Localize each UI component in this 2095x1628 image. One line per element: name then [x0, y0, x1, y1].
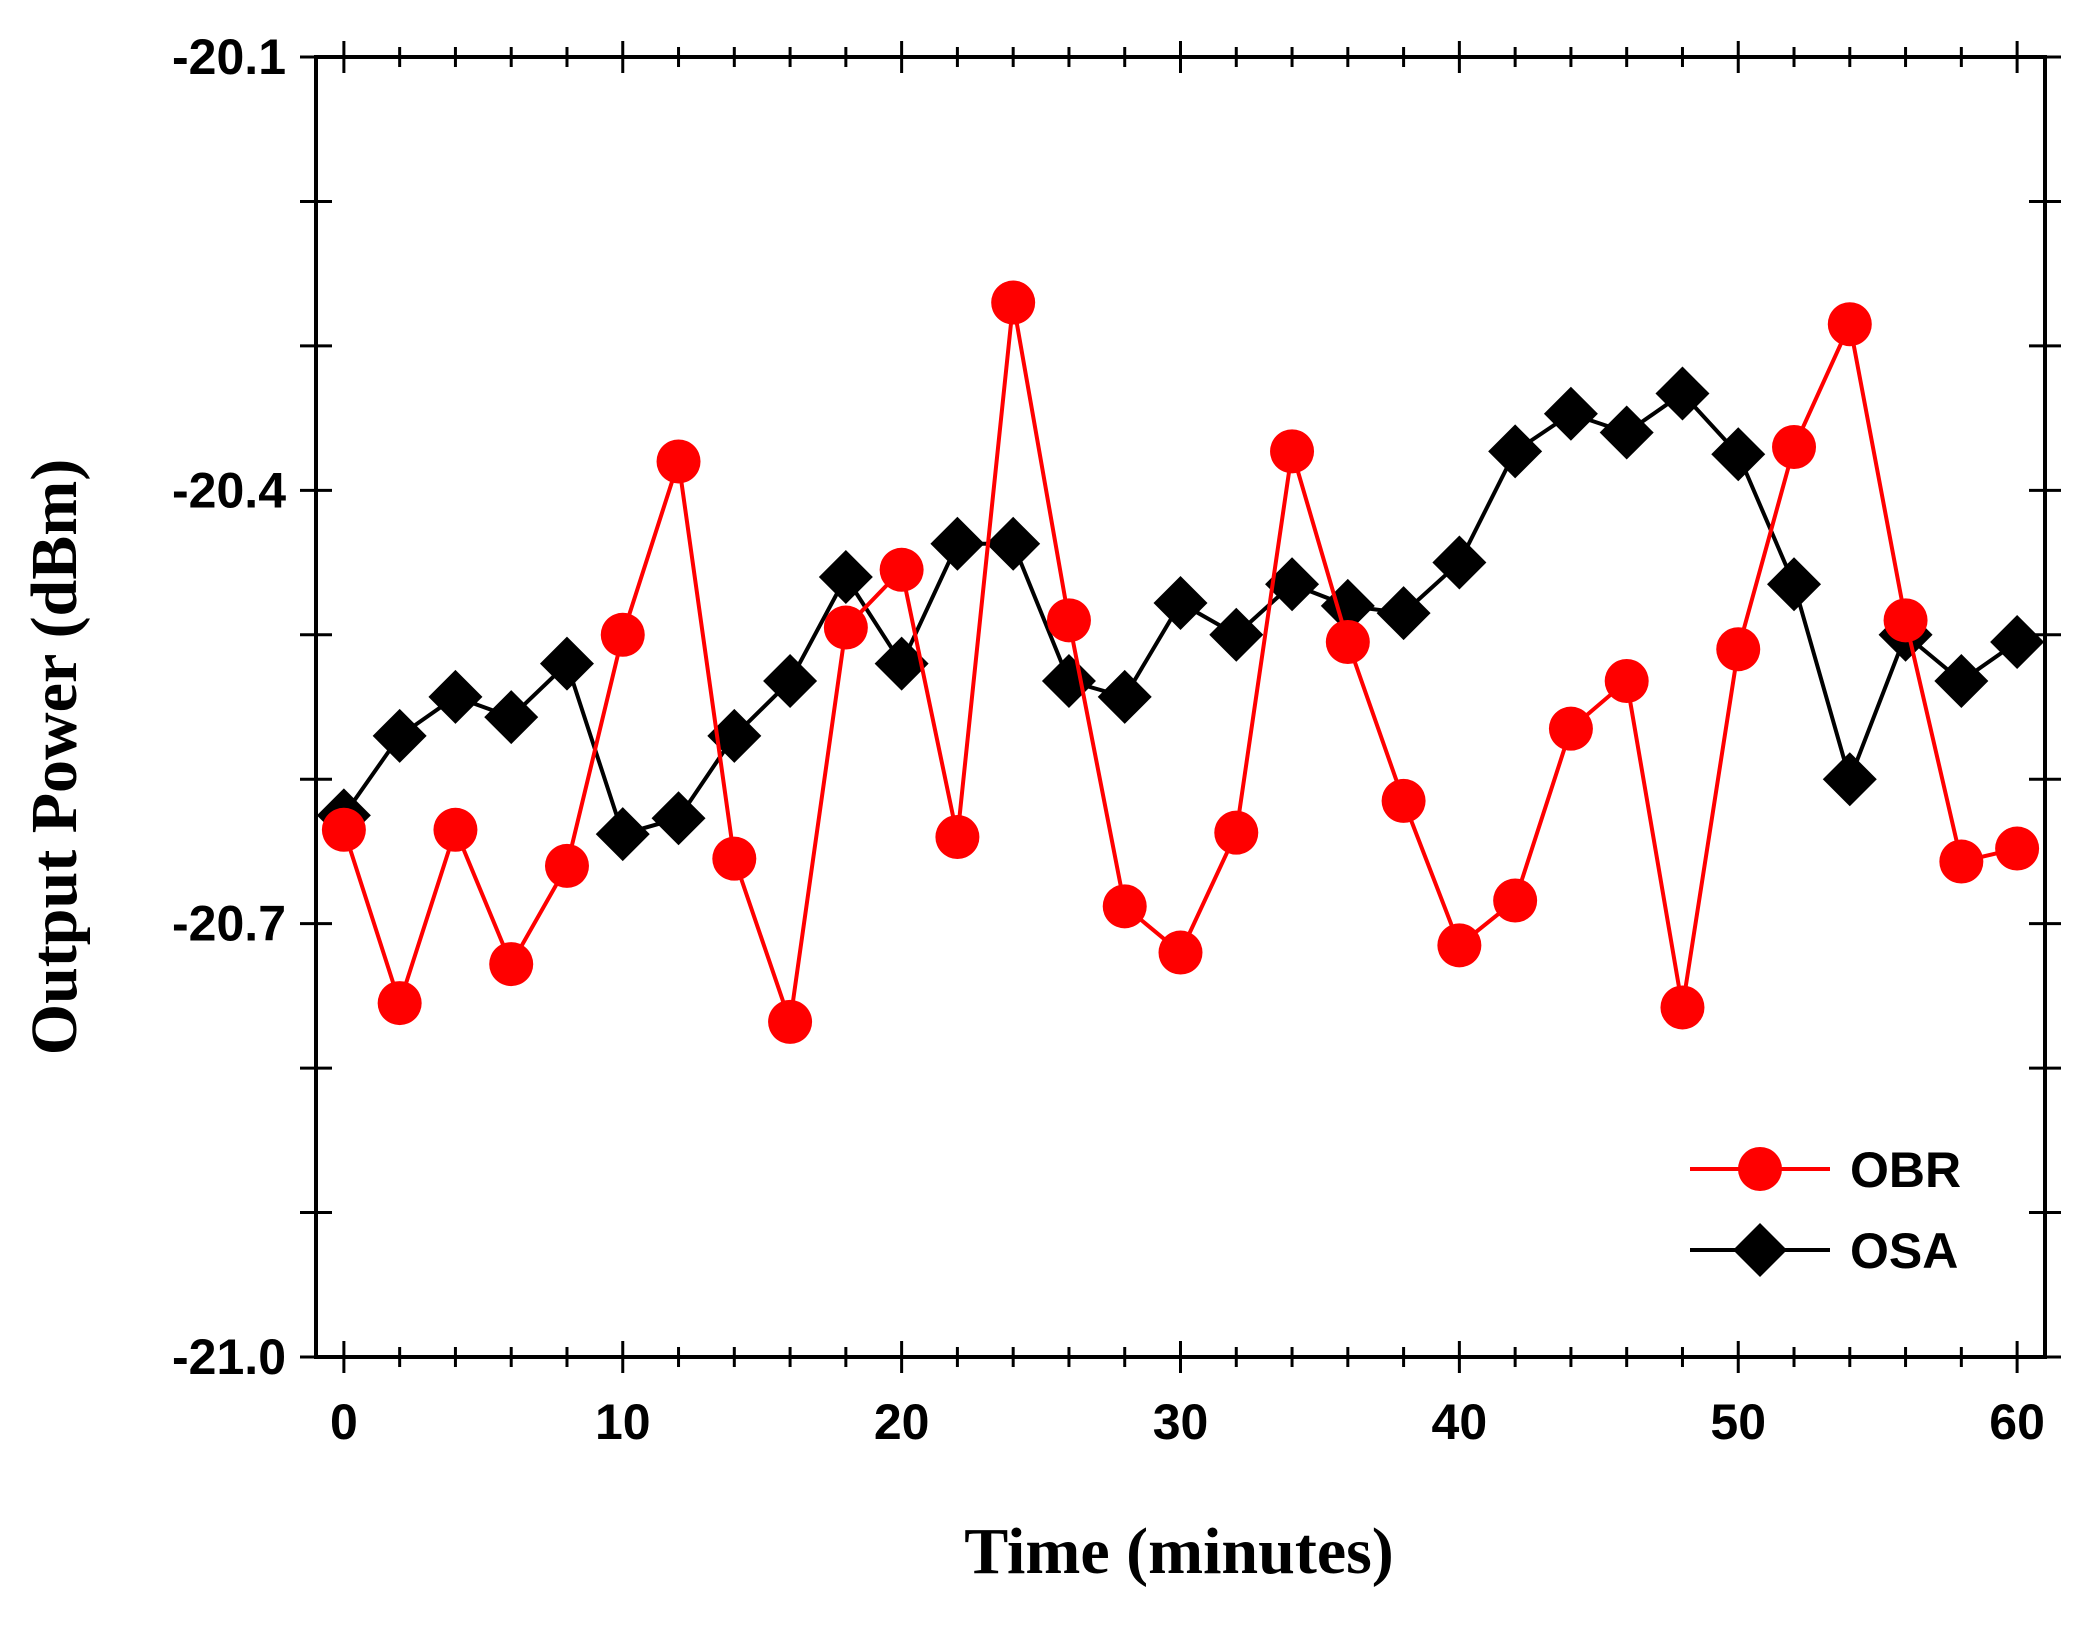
data-point-osa [428, 669, 483, 724]
data-point-osa [484, 690, 539, 745]
data-point-osa [1990, 615, 2045, 669]
legend-label-obr: OBR [1850, 1142, 1961, 1198]
data-point-obr [1046, 598, 1091, 643]
y-axis-title: Output Power (dBm) [18, 459, 91, 1055]
data-point-osa [651, 791, 706, 846]
tick-marks [300, 41, 2061, 1373]
axes [314, 55, 2047, 1359]
legend-marker-obr [1738, 1147, 1782, 1191]
data-point-obr [1939, 839, 1984, 884]
data-point-osa [1153, 576, 1208, 630]
data-point-osa [539, 636, 594, 691]
data-point-osa [986, 516, 1041, 571]
data-point-obr [1381, 778, 1426, 823]
data-point-osa [763, 654, 818, 708]
data-point-obr [489, 942, 534, 987]
y-tick-label: -21.0 [172, 1329, 286, 1385]
data-point-osa [930, 516, 985, 571]
data-point-obr [1716, 627, 1761, 672]
x-tick-label: 60 [1989, 1394, 2045, 1450]
data-point-osa [1041, 654, 1096, 708]
data-point-osa [595, 807, 650, 862]
legend-label-osa: OSA [1850, 1223, 1958, 1279]
y-tick-label: -20.4 [172, 462, 286, 518]
data-point-osa [372, 708, 427, 763]
data-point-obr [768, 999, 813, 1044]
data-point-obr [377, 981, 422, 1026]
legend-item-osa: OSA [1690, 1223, 1958, 1279]
data-point-obr [1270, 429, 1315, 474]
data-point-osa [1822, 752, 1877, 807]
data-point-osa [874, 636, 929, 691]
x-tick-label: 50 [1710, 1394, 1766, 1450]
series-obr [321, 280, 2040, 1044]
data-point-osa [1209, 607, 1264, 662]
data-point-obr [600, 612, 645, 657]
data-point-osa [1934, 654, 1989, 708]
data-point-obr [1995, 826, 2040, 871]
data-point-obr [1102, 884, 1147, 929]
data-point-obr [1325, 620, 1370, 664]
data-point-osa [1376, 586, 1431, 641]
x-tick-label: 10 [595, 1394, 651, 1450]
x-tick-label: 0 [330, 1394, 358, 1450]
data-point-osa [1265, 557, 1320, 612]
legend-item-obr: OBR [1690, 1142, 1961, 1198]
data-point-obr [1827, 302, 1872, 347]
data-point-obr [935, 815, 980, 859]
data-point-osa [1599, 405, 1654, 460]
x-tick-label: 20 [874, 1394, 930, 1450]
data-point-osa [1767, 557, 1822, 612]
legend: OBR OSA [1690, 1142, 1961, 1279]
data-point-obr [1437, 923, 1482, 968]
data-point-osa [1097, 669, 1152, 724]
y-tick-label: -20.1 [172, 29, 286, 85]
data-point-obr [1883, 598, 1928, 643]
data-point-obr [823, 605, 868, 650]
data-point-obr [879, 547, 924, 592]
data-point-obr [544, 843, 589, 888]
series-osa [316, 366, 2045, 862]
x-tick-label: 40 [1432, 1394, 1488, 1450]
data-point-osa [1432, 535, 1487, 590]
plot-frame [314, 55, 2047, 1359]
x-axis-title: Time (minutes) [964, 1515, 1394, 1588]
data-point-obr [321, 807, 366, 852]
data-point-obr [991, 280, 1036, 325]
data-point-obr [433, 807, 478, 852]
data-point-obr [656, 439, 701, 484]
data-point-obr [1214, 810, 1259, 855]
data-point-osa [1711, 427, 1766, 482]
data-point-obr [1604, 659, 1649, 703]
data-point-obr [1772, 425, 1817, 469]
data-point-osa [1543, 386, 1598, 441]
data-point-obr [1660, 985, 1705, 1030]
y-tick-label: -20.7 [172, 896, 286, 952]
series [316, 280, 2045, 1044]
legend-marker-osa [1733, 1223, 1787, 1277]
data-point-obr [1158, 930, 1203, 975]
data-point-obr [1548, 706, 1593, 751]
data-point-obr [712, 836, 757, 881]
tick-labels: 0 10 20 30 40 50 60 -21.0 -20.7 -20.4 -20.1 [172, 29, 2045, 1450]
data-point-obr [1493, 878, 1538, 923]
data-point-osa [1488, 424, 1543, 479]
x-tick-label: 30 [1153, 1394, 1209, 1450]
data-point-osa [818, 550, 873, 604]
series-line-obr [341, 302, 2018, 1023]
data-point-osa [1655, 366, 1710, 421]
